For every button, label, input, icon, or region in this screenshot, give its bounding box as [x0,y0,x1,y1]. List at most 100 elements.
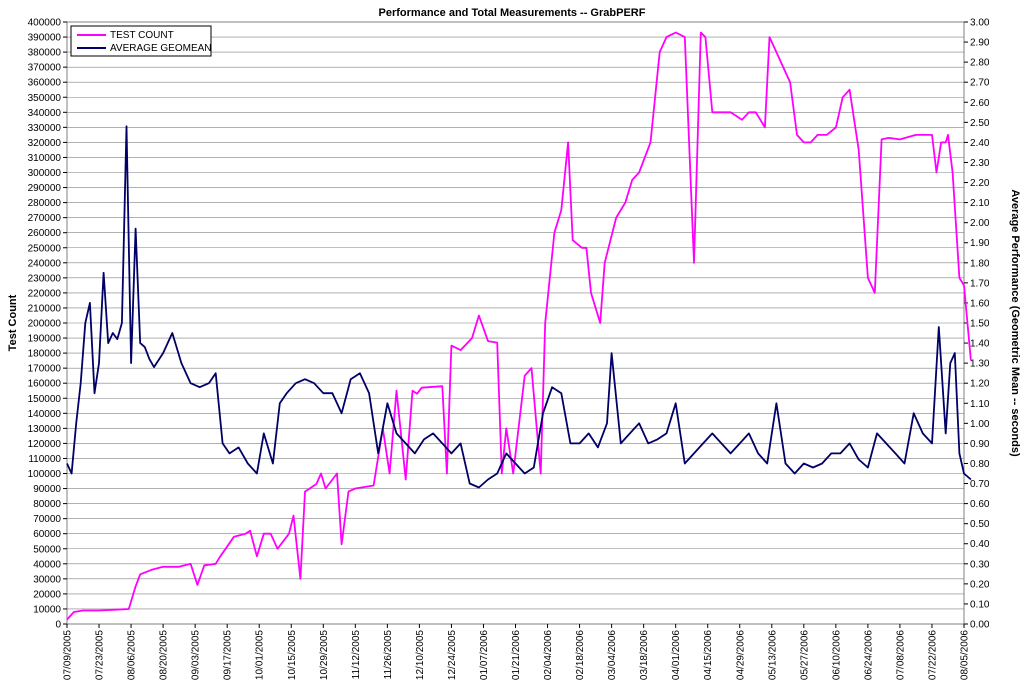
y-tick-label: 390000 [28,33,62,44]
y2-tick-label: 0.00 [970,620,990,631]
x-tick-label: 02/04/2006 [543,630,554,680]
y2-tick-label: 2.20 [970,178,990,189]
x-tick-label: 07/08/2006 [895,630,906,680]
y2-tick-label: 1.70 [970,278,990,289]
y-tick-label: 150000 [28,394,62,405]
x-tick-label: 08/20/2005 [159,630,170,680]
y2-tick-label: 2.30 [970,158,990,169]
y2-tick-label: 0.10 [970,599,990,610]
y-tick-label: 40000 [33,559,61,570]
x-tick-label: 07/09/2005 [63,630,74,680]
y2-tick-label: 2.70 [970,78,990,89]
y2-tick-label: 1.80 [970,258,990,269]
y-tick-label: 180000 [28,349,62,360]
x-tick-label: 08/06/2005 [127,630,138,680]
series-line-test-count [66,31,972,621]
y-tick-label: 0 [55,620,61,631]
y-tick-label: 370000 [28,63,62,74]
y-tick-label: 360000 [28,78,62,89]
legend-label-average-geomean: AVERAGE GEOMEAN [110,43,212,54]
x-axis-ticks: 07/09/2005 07/23/2005 08/06/2005 08/20/2005… [63,624,971,680]
y2-tick-label: 2.40 [970,138,990,149]
y-tick-label: 200000 [28,319,62,330]
x-tick-label: 04/01/2006 [671,630,682,680]
x-tick-label: 09/03/2005 [191,630,202,680]
legend-box [70,25,212,57]
y-tick-label: 230000 [28,273,62,284]
y-tick-label: 260000 [28,228,62,239]
y-tick-label: 100000 [28,469,62,480]
y-tick-label: 190000 [28,334,62,345]
y-tick-label: 220000 [28,288,62,299]
y-tick-label: 280000 [28,198,62,209]
x-tick-label: 04/29/2006 [735,630,746,680]
y2-tick-label: 2.10 [970,198,990,209]
y-tick-label: 80000 [33,499,61,510]
y-tick-label: 350000 [28,93,62,104]
x-tick-label: 11/26/2005 [383,630,394,680]
y-tick-label: 10000 [33,604,61,615]
y2-tick-label: 1.60 [970,298,990,309]
y2-tick-label: 0.70 [970,479,990,490]
x-tick-label: 08/05/2006 [960,630,971,680]
y-tick-label: 240000 [28,258,62,269]
x-tick-label: 06/24/2006 [863,630,874,680]
x-tick-label: 07/22/2006 [927,630,938,680]
y2-tick-label: 1.90 [970,238,990,249]
y2-tick-label: 2.60 [970,98,990,109]
y2-tick-label: 2.50 [970,118,990,129]
x-tick-label: 09/17/2005 [223,630,234,680]
y2-tick-label: 2.80 [970,58,990,69]
y-tick-label: 330000 [28,123,62,134]
x-tick-label: 07/23/2005 [95,630,106,680]
y-tick-label: 70000 [33,514,61,525]
y-tick-label: 30000 [33,574,61,585]
y2-tick-label: 2.90 [970,38,990,49]
y2-tick-label: 0.90 [970,439,990,450]
legend: TEST COUNT AVERAGE GEOMEAN [70,25,212,57]
x-tick-label: 05/13/2006 [767,630,778,680]
y2-axis-title: Average Performance (Geometric Mean -- s… [1009,189,1021,457]
y2-tick-label: 1.50 [970,319,990,330]
y-tick-label: 270000 [28,213,62,224]
gridlines [67,36,964,610]
x-tick-label: 12/24/2005 [447,630,458,680]
y2-tick-label: 0.50 [970,519,990,530]
x-tick-label: 05/27/2006 [799,630,810,680]
x-tick-label: 01/21/2006 [511,630,522,680]
y2-tick-label: 0.40 [970,539,990,550]
y-tick-label: 320000 [28,138,62,149]
y-tick-label: 120000 [28,439,62,450]
y2-tick-label: 1.10 [970,399,990,410]
left-axis-ticks: 0 10000 20000 30000 40000 50000 60000 70000 8000… [28,18,67,631]
y-tick-label: 210000 [28,303,62,314]
y-tick-label: 170000 [28,364,62,375]
y2-tick-label: 2.00 [970,218,990,229]
chart-title: Performance and Total Measurements -- Gr… [379,7,646,19]
y-tick-label: 290000 [28,183,62,194]
x-tick-label: 10/15/2005 [287,630,298,680]
x-tick-label: 03/04/2006 [607,630,618,680]
y2-tick-label: 1.30 [970,359,990,370]
y-tick-label: 340000 [28,108,62,119]
y2-tick-label: 0.80 [970,459,990,470]
x-tick-label: 12/10/2005 [415,630,426,680]
x-tick-label: 10/29/2005 [319,630,330,680]
y-tick-label: 50000 [33,544,61,555]
x-tick-label: 10/01/2005 [255,630,266,680]
y-tick-label: 310000 [28,153,62,164]
y-tick-label: 60000 [33,529,61,540]
y-tick-label: 130000 [28,424,62,435]
y-axis-title: Test Count [7,294,19,351]
right-axis-ticks: 0.00 0.10 0.20 0.30 0.40 0.50 0.60 0.70 0.80 0.90… [964,18,990,631]
y-tick-label: 90000 [33,484,61,495]
y-tick-label: 400000 [28,18,62,29]
y-tick-label: 20000 [33,589,61,600]
x-tick-label: 01/07/2006 [479,630,490,680]
legend-label-test-count: TEST COUNT [110,30,174,41]
x-tick-label: 11/12/2005 [351,630,362,680]
y-tick-label: 300000 [28,168,62,179]
y2-tick-label: 0.30 [970,559,990,570]
y-tick-label: 380000 [28,48,62,59]
